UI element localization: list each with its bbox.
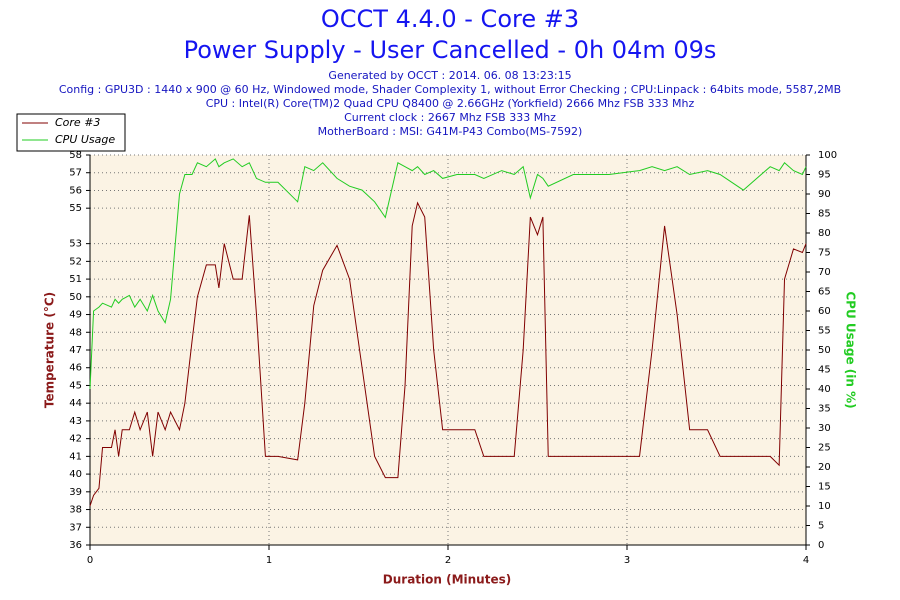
legend-label: CPU Usage <box>55 133 115 146</box>
y2-tick-label: 100 <box>818 150 837 161</box>
y2-tick-label: 60 <box>818 306 831 317</box>
y2-tick-label: 20 <box>818 462 831 473</box>
info-line: Generated by OCCT : 2014. 06. 08 13:23:1… <box>328 69 571 82</box>
x-tick-label: 0 <box>87 555 93 566</box>
y-tick-label: 37 <box>69 522 82 533</box>
chart-subtitle: Power Supply - User Cancelled - 0h 04m 0… <box>184 36 717 64</box>
y-tick-label: 52 <box>69 256 82 267</box>
y-tick-label: 57 <box>69 168 82 179</box>
y2-tick-label: 0 <box>818 540 824 551</box>
y2-tick-label: 40 <box>818 384 831 395</box>
y2-tick-label: 90 <box>818 189 831 200</box>
legend-label: Core #3 <box>55 116 100 129</box>
y-tick-label: 49 <box>69 310 82 321</box>
legend <box>16 113 126 152</box>
y2-tick-label: 55 <box>818 326 831 337</box>
y2-tick-label: 50 <box>818 345 831 356</box>
chart-title: OCCT 4.4.0 - Core #3 <box>321 5 579 33</box>
y-tick-label: 44 <box>69 398 82 409</box>
y-tick-label: 39 <box>69 487 82 498</box>
y-tick-label: 42 <box>69 434 82 445</box>
y2-tick-label: 80 <box>818 228 831 239</box>
y2-tick-label: 45 <box>818 365 831 376</box>
y2-tick-label: 5 <box>818 521 824 532</box>
y-tick-label: 50 <box>69 292 82 303</box>
y-tick-label: 51 <box>69 274 82 285</box>
y2-tick-label: 65 <box>818 287 831 298</box>
y-tick-label: 46 <box>69 363 82 374</box>
y-tick-label: 38 <box>69 505 82 516</box>
y-tick-label: 55 <box>69 203 82 214</box>
y-tick-label: 48 <box>69 327 82 338</box>
y2-tick-label: 15 <box>818 482 831 493</box>
y-tick-label: 56 <box>69 185 82 196</box>
y2-tick-label: 75 <box>818 248 831 259</box>
y2-axis-label: CPU Usage (in %) <box>844 291 858 408</box>
y-tick-label: 36 <box>69 540 82 551</box>
y2-tick-label: 70 <box>818 267 831 278</box>
y-tick-label: 40 <box>69 469 82 480</box>
x-tick-label: 3 <box>624 555 630 566</box>
y2-tick-label: 30 <box>818 423 831 434</box>
y-tick-label: 45 <box>69 380 82 391</box>
x-tick-label: 1 <box>266 555 272 566</box>
x-tick-label: 2 <box>445 555 451 566</box>
info-line: CPU : Intel(R) Core(TM)2 Quad CPU Q8400 … <box>206 97 695 110</box>
y-tick-label: 58 <box>69 150 82 161</box>
info-line: MotherBoard : MSI: G41M-P43 Combo(MS-759… <box>318 125 583 138</box>
y2-tick-label: 35 <box>818 404 831 415</box>
y2-tick-label: 95 <box>818 170 831 181</box>
y-tick-label: 47 <box>69 345 82 356</box>
y2-tick-label: 25 <box>818 443 831 454</box>
info-line: Current clock : 2667 Mhz FSB 333 Mhz <box>344 111 556 124</box>
y-tick-label: 41 <box>69 451 82 462</box>
x-tick-label: 4 <box>803 555 809 566</box>
y-tick-label: 53 <box>69 239 82 250</box>
x-axis-label: Duration (Minutes) <box>383 573 511 587</box>
y-axis-label: Temperature (°C) <box>43 292 57 408</box>
y2-tick-label: 85 <box>818 209 831 220</box>
y-tick-label: 43 <box>69 416 82 427</box>
data-line <box>89 201 807 507</box>
data-line <box>89 158 807 390</box>
y2-tick-label: 10 <box>818 501 831 512</box>
info-line: Config : GPU3D : 1440 x 900 @ 60 Hz, Win… <box>59 83 841 96</box>
